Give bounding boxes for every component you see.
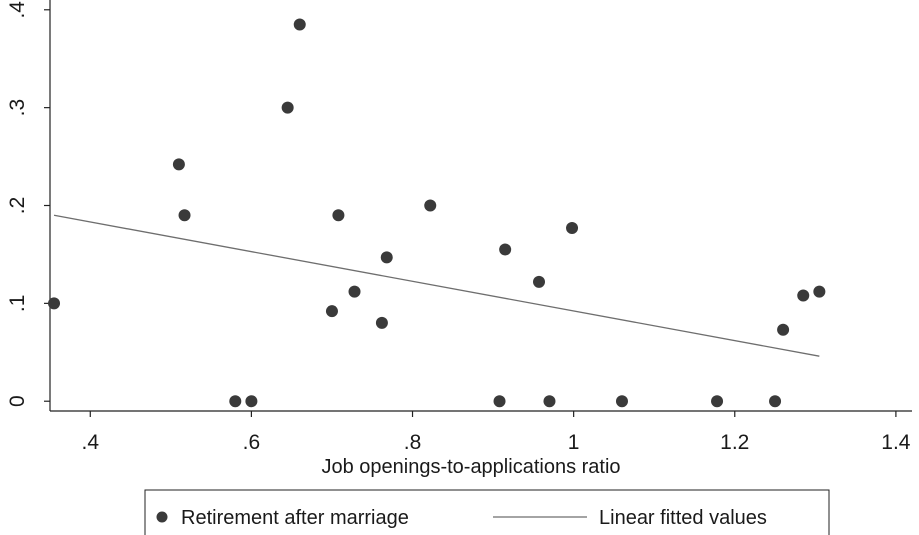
data-point	[711, 395, 724, 408]
y-tick-label: .4	[6, 1, 29, 19]
data-point	[380, 251, 393, 264]
data-point	[777, 323, 790, 336]
data-point	[769, 395, 782, 408]
data-point	[493, 395, 506, 408]
x-tick-label: .4	[82, 431, 100, 454]
data-point	[325, 305, 338, 318]
x-axis-label: Job openings-to-applications ratio	[321, 456, 620, 478]
data-point	[499, 243, 512, 256]
scatter-points-layer	[48, 18, 826, 408]
data-point	[245, 395, 258, 408]
data-point	[281, 101, 294, 114]
data-point	[332, 209, 345, 222]
x-tick-label: .8	[404, 431, 422, 454]
legend-label-scatter: Retirement after marriage	[181, 507, 409, 529]
y-tick-label: .2	[6, 197, 29, 215]
data-point	[566, 222, 579, 235]
data-point	[172, 158, 185, 171]
data-point	[615, 395, 628, 408]
legend-label-line: Linear fitted values	[599, 507, 767, 529]
y-tick-label: 0	[6, 395, 29, 407]
data-point	[543, 395, 556, 408]
fitted-line	[53, 214, 820, 357]
data-point	[813, 285, 826, 298]
data-point	[375, 316, 388, 329]
x-tick-label: 1.2	[720, 431, 749, 454]
fitted-line-layer	[53, 214, 820, 357]
x-tick-label: 1	[568, 431, 580, 454]
y-axis-ticks: 0 .1 .2 .3 .4	[6, 1, 50, 407]
data-point	[533, 275, 546, 288]
data-point	[48, 297, 61, 310]
data-point	[797, 289, 810, 302]
data-point	[348, 285, 361, 298]
x-axis-ticks: .4 .6 .8 1 1.2 1.4	[82, 411, 911, 454]
legend-box	[144, 489, 830, 535]
data-point	[293, 18, 306, 31]
legend-marker-scatter	[156, 511, 168, 523]
x-tick-label: .6	[243, 431, 261, 454]
y-tick-label: .1	[6, 295, 29, 313]
data-point	[229, 395, 242, 408]
data-point	[424, 199, 437, 212]
legend: Retirement after marriage Linear fitted …	[144, 489, 830, 535]
y-tick-label: .3	[6, 99, 29, 117]
data-point	[178, 209, 191, 222]
x-tick-label: 1.4	[881, 431, 911, 454]
